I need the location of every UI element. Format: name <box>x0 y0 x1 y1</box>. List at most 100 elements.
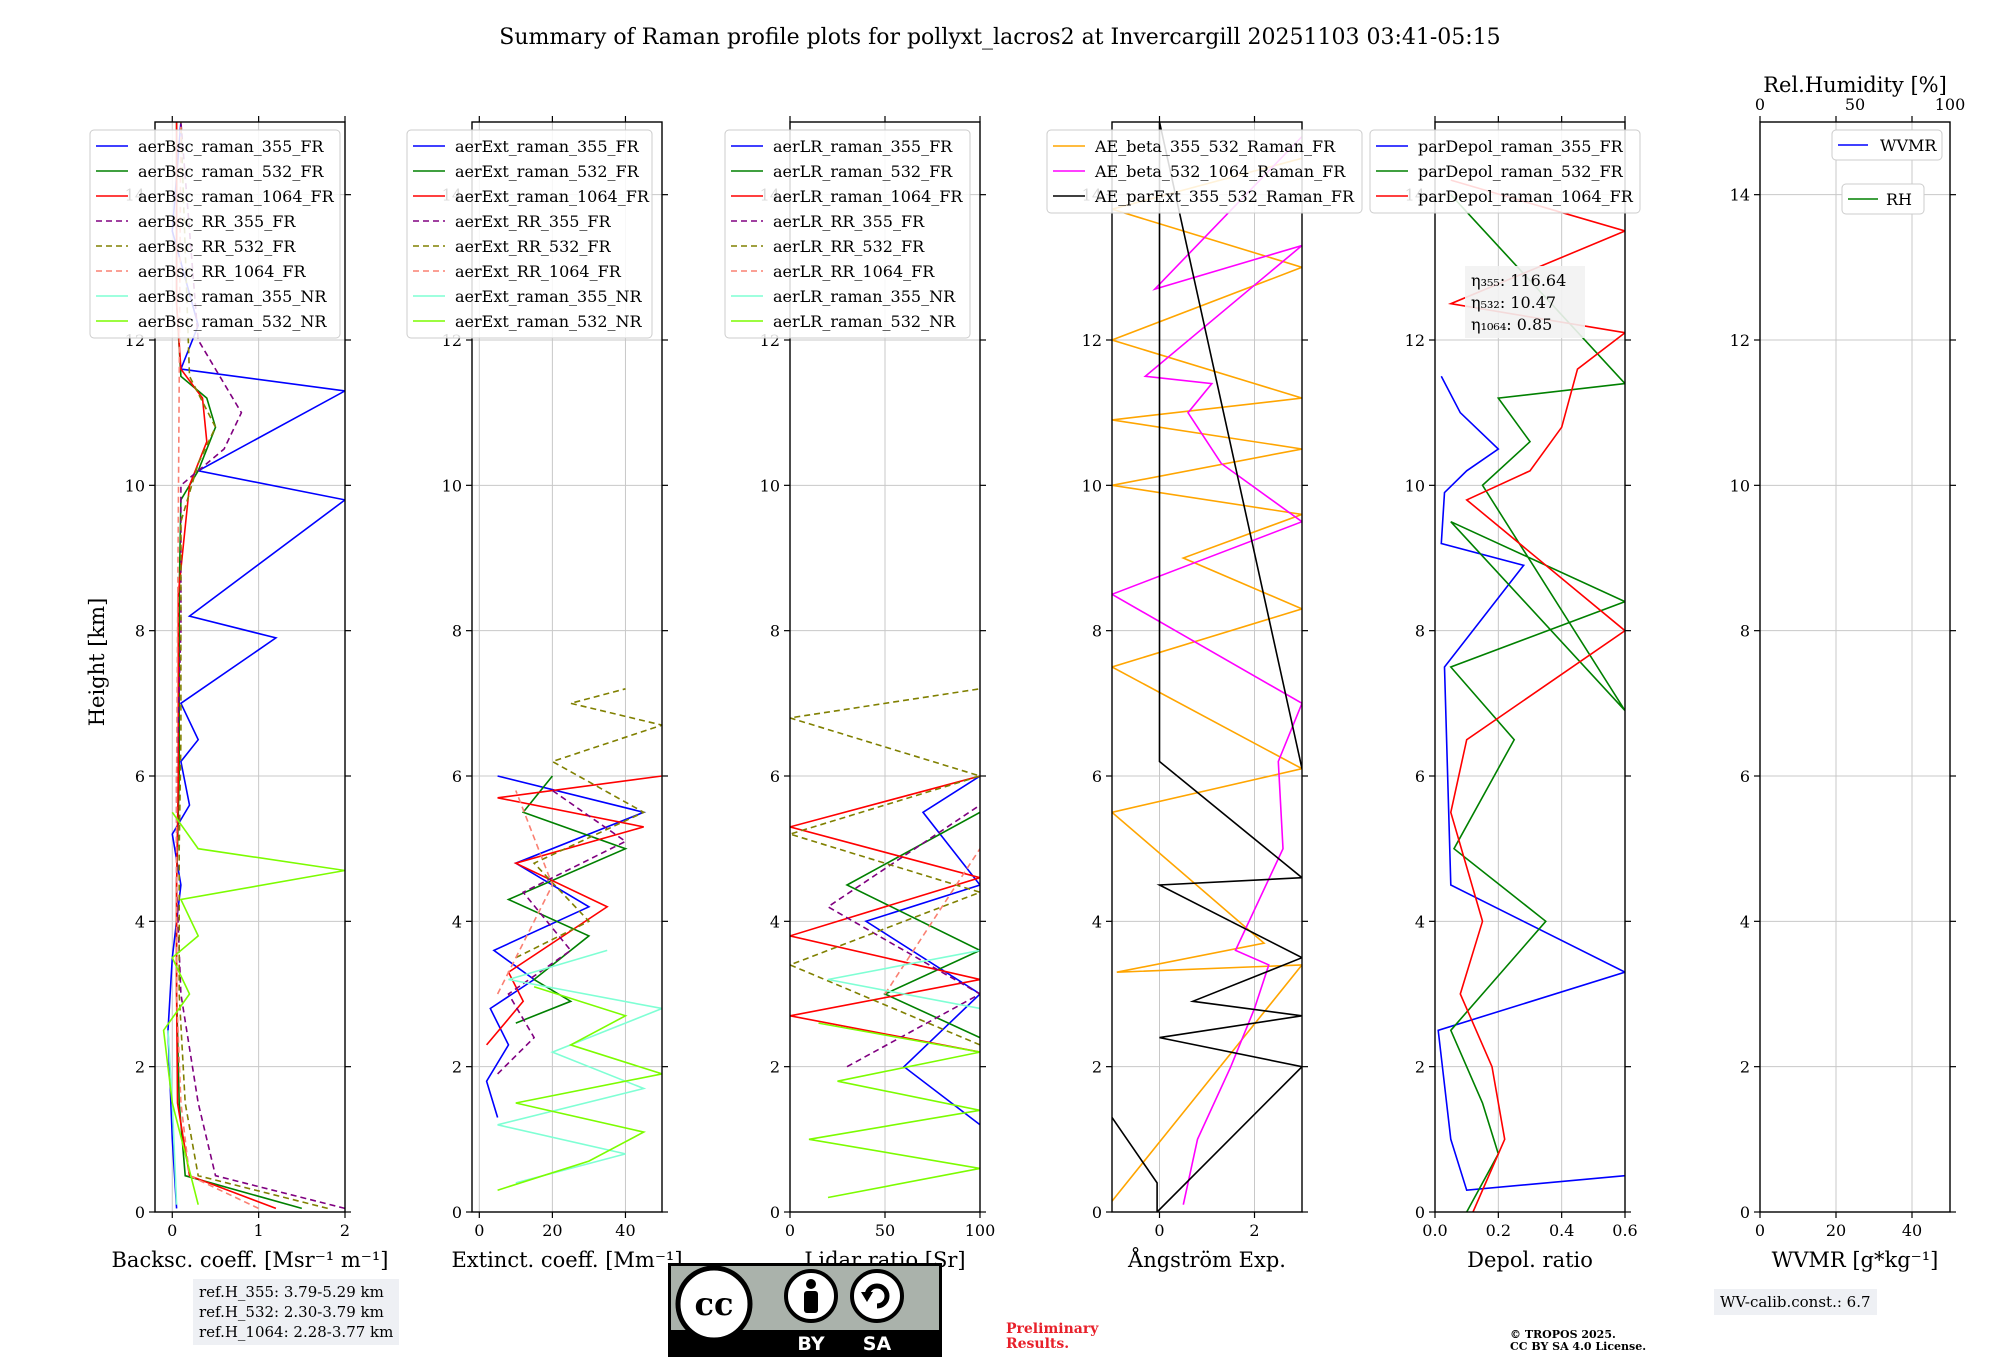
series-group <box>1112 122 1302 1212</box>
series-line-aerExt_raman_1064_FR <box>485 775 662 1046</box>
eta-annotation-line: η₃₅₅: 116.64 <box>1471 271 1566 290</box>
y-tick-label: 8 <box>135 622 145 641</box>
series-line-aerBsc_RR_1064_FR <box>175 122 259 1210</box>
x-tick-label: 1 <box>254 1221 264 1240</box>
legend-box <box>89 129 341 339</box>
preliminary-results-note: Preliminary Results. <box>1006 1322 1098 1352</box>
legend-label: AE_beta_355_532_Raman_FR <box>1094 137 1336 156</box>
panel-wvmr_rh: 0 20 40 0 2 4 6 8 10 12 14 WVMR [g*kg⁻¹] 0 50 100Rel.H… <box>1730 73 1966 1272</box>
x-tick-label: 100 <box>965 1221 996 1240</box>
axes-frame <box>1434 121 1626 1213</box>
y-tick-label: 0 <box>1740 1203 1750 1222</box>
y-tick-label: 2 <box>135 1058 145 1077</box>
x-tick-label: 50 <box>875 1221 895 1240</box>
eta-annotation-line: η₅₃₂: 10.47 <box>1471 293 1556 312</box>
cc-by-sa-badge: cc BY SA <box>668 1263 942 1357</box>
legend-label: aerLR_raman_532_NR <box>773 312 956 331</box>
legend-box <box>724 129 971 339</box>
wv-calibration-constant: WV-calib.const.: 6.7 <box>1720 1293 1871 1311</box>
legend-label: aerExt_raman_355_FR <box>455 137 640 156</box>
sa-label: SA <box>863 1333 892 1355</box>
legend-label: aerExt_RR_1064_FR <box>455 262 622 281</box>
x-tick-label: 0 <box>474 1221 484 1240</box>
y-tick-label: 8 <box>452 622 462 641</box>
legend-label: aerLR_raman_355_NR <box>773 287 956 306</box>
y-tick-label: 10 <box>1730 476 1750 495</box>
eta-annotation-line: η₁₀₆₄: 0.85 <box>1471 315 1552 334</box>
series-group <box>790 688 980 1199</box>
refh-355: ref.H_355: 3.79-5.29 km <box>199 1283 384 1301</box>
y-tick-label: 12 <box>1730 331 1750 350</box>
legend-label: aerBsc_raman_532_FR <box>138 162 324 181</box>
panel-backscatter: 01202468101214Backsc. coeff. [Msr⁻¹ m⁻¹]… <box>89 116 388 1272</box>
by-label: BY <box>797 1333 824 1355</box>
series-line-parDepol_raman_532_FR <box>1449 194 1625 1212</box>
x-tick-label: 0 <box>785 1221 795 1240</box>
legend-label: WVMR <box>1880 136 1937 155</box>
y-tick-label: 8 <box>1740 622 1750 641</box>
series-line-aerBsc_raman_1064_FR <box>175 122 277 1210</box>
legend-label: RH <box>1886 190 1912 209</box>
eta-annotation-box <box>1465 266 1585 338</box>
by-icon-body <box>804 1291 818 1313</box>
y-tick-label: 6 <box>1740 767 1750 786</box>
x-tick-label: 0.0 <box>1422 1221 1447 1240</box>
x-tick-label: 0 <box>1755 1221 1765 1240</box>
y-tick-label: 2 <box>1740 1058 1750 1077</box>
legend-label: aerExt_RR_355_FR <box>455 212 612 231</box>
x-tick-label: 0.2 <box>1486 1221 1511 1240</box>
wv-calibration-box: WV-calib.const.: 6.7 <box>1714 1289 1877 1315</box>
legend-box <box>1831 129 1943 161</box>
axes-frame <box>154 121 346 1213</box>
legend: AE_beta_355_532_Raman_FR AE_beta_532_1064… <box>1046 129 1363 214</box>
series-line-aerExt_raman_532_FR <box>506 775 628 1024</box>
legend-label: parDepol_raman_1064_FR <box>1418 187 1634 206</box>
series-line-AE_beta_355_532_Raman_FR <box>1112 157 1302 1202</box>
copyright-line-1: © TROPOS 2025. <box>1510 1328 1616 1341</box>
legend-label: aerLR_RR_1064_FR <box>773 262 935 281</box>
axes-frame <box>471 121 663 1213</box>
axes-frame <box>1759 121 1951 1213</box>
by-icon-head <box>806 1279 816 1289</box>
y-tick-label: 14 <box>1730 186 1750 205</box>
panel-lidar_ratio: 05010002468101214Lidar ratio [Sr]aerLR_r… <box>724 116 996 1272</box>
series-line-aerLR_raman_355_NR <box>827 949 980 1010</box>
y-tick-label: 4 <box>452 912 462 931</box>
x-tick-label: 20 <box>542 1221 562 1240</box>
copyright-line-2: CC BY SA 4.0 License. <box>1510 1340 1647 1353</box>
series-line-aerExt_RR_532_FR <box>515 688 662 959</box>
x-tick-label: 20 <box>1826 1221 1846 1240</box>
legend-label: aerExt_raman_532_NR <box>455 312 643 331</box>
legend: parDepol_raman_355_FR parDepol_raman_532_… <box>1369 129 1641 214</box>
y-tick-label: 2 <box>1415 1058 1425 1077</box>
panel-depolarization: 0.00.20.40.602468101214Depol. ratioparDe… <box>1369 116 1641 1272</box>
reference-heights-box: ref.H_355: 3.79-5.29 km ref.H_532: 2.30-… <box>193 1279 400 1345</box>
cc-letters: cc <box>695 1285 734 1323</box>
series-line-parDepol_raman_355_FR <box>1437 375 1625 1192</box>
y-tick-label: 4 <box>770 912 780 931</box>
y-tick-label: 8 <box>770 622 780 641</box>
series-line-aerExt_raman_355_NR <box>497 949 662 1184</box>
series-line-aerExt_RR_1064_FR <box>496 790 554 995</box>
legend-label: aerLR_RR_532_FR <box>773 237 925 256</box>
x-tick-label: 40 <box>615 1221 635 1240</box>
legend-label: aerExt_raman_532_FR <box>455 162 640 181</box>
legend-label: AE_beta_532_1064_Raman_FR <box>1094 162 1346 181</box>
legend-label: aerLR_raman_1064_FR <box>773 187 963 206</box>
y-tick-label: 8 <box>1415 622 1425 641</box>
y-tick-label: 4 <box>1092 912 1102 931</box>
y-tick-label: 10 <box>442 476 462 495</box>
legend-label: aerExt_RR_532_FR <box>455 237 612 256</box>
series-line-aerLR_raman_532_NR <box>808 1022 980 1199</box>
top-x-tick-label: 50 <box>1845 95 1865 114</box>
y-tick-label: 6 <box>135 767 145 786</box>
y-tick-label: 4 <box>1415 912 1425 931</box>
y-tick-label: 0 <box>770 1203 780 1222</box>
top-x-axis-label: Rel.Humidity [%] <box>1763 73 1947 97</box>
x-tick-label: 40 <box>1902 1221 1922 1240</box>
y-tick-label: 0 <box>1415 1203 1425 1222</box>
x-axis-label: WVMR [g*kg⁻¹] <box>1772 1248 1939 1272</box>
y-tick-label: 2 <box>452 1058 462 1077</box>
legend-label: aerBsc_raman_532_NR <box>138 312 327 331</box>
x-tick-label: 0.6 <box>1612 1221 1637 1240</box>
